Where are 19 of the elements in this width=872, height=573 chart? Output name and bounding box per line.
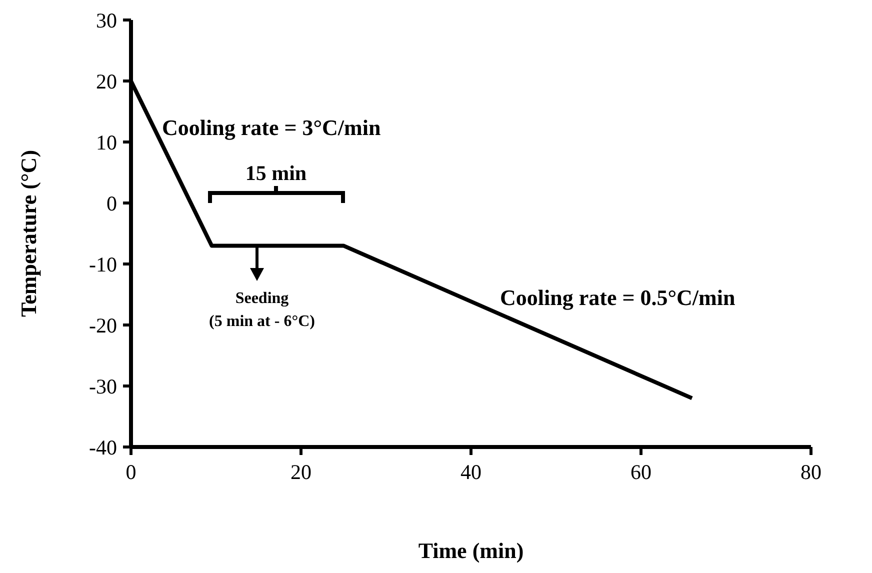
x-tick-label: 40 bbox=[460, 460, 482, 484]
x-axis-title: Time (min) bbox=[418, 538, 524, 563]
annotation: Cooling rate = 3°C/min bbox=[162, 115, 381, 140]
y-tick-label: -40 bbox=[89, 435, 117, 460]
y-axis-title: Temperature (°C) bbox=[16, 150, 41, 318]
y-tick-label: 30 bbox=[96, 8, 117, 32]
annotation: 15 min bbox=[245, 161, 307, 185]
y-tick-label: -10 bbox=[89, 252, 117, 276]
x-tick-label: 60 bbox=[630, 460, 652, 484]
y-tick-label: -20 bbox=[89, 313, 117, 338]
x-tick-label: 0 bbox=[126, 460, 136, 484]
y-tick-label: 0 bbox=[106, 191, 117, 216]
y-tick-label: 10 bbox=[96, 130, 117, 154]
y-tick-label: 20 bbox=[96, 69, 117, 94]
x-tick-label: 80 bbox=[800, 460, 822, 484]
x-tick-label: 20 bbox=[290, 460, 312, 484]
y-tick-label: -30 bbox=[89, 374, 117, 398]
annotation: Cooling rate = 0.5°C/min bbox=[500, 285, 736, 310]
annotation: Seeding (5 min at - 6°C) bbox=[209, 290, 315, 330]
